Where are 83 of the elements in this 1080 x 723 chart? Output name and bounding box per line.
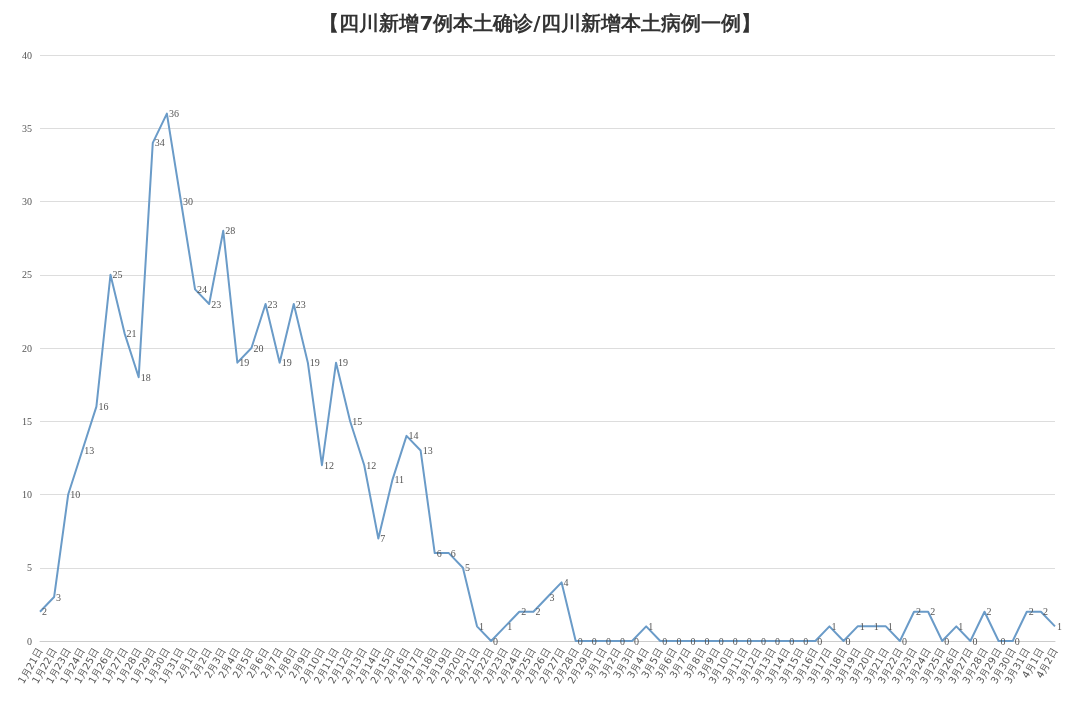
- data-label: 18: [140, 371, 151, 383]
- data-label: 0: [718, 635, 724, 647]
- data-label: 0: [690, 635, 696, 647]
- data-label: 1: [887, 620, 893, 632]
- data-label: 24: [197, 283, 208, 295]
- data-label: 0: [1000, 635, 1006, 647]
- data-label: 0: [1014, 635, 1020, 647]
- data-label: 3: [549, 591, 555, 603]
- data-label: 1: [1057, 620, 1062, 632]
- data-label: 4: [563, 576, 569, 588]
- y-tick-label: 0: [27, 635, 32, 647]
- data-label: 13: [84, 445, 95, 457]
- data-label: 0: [944, 635, 950, 647]
- data-label: 7: [380, 532, 386, 544]
- data-label: 19: [309, 357, 320, 369]
- data-label: 0: [619, 635, 625, 647]
- data-label: 1: [873, 620, 879, 632]
- data-label: 23: [295, 298, 306, 310]
- data-label: 19: [338, 357, 349, 369]
- y-tick-label: 30: [22, 196, 32, 207]
- data-label: 36: [168, 108, 179, 120]
- data-label: 10: [70, 489, 81, 500]
- data-label: 1: [831, 620, 837, 632]
- data-label: 19: [281, 357, 292, 369]
- y-tick-label: 25: [22, 269, 32, 281]
- data-label: 0: [817, 635, 823, 647]
- data-label: 19: [239, 357, 250, 369]
- data-label: 6: [436, 547, 442, 559]
- data-label: 12: [323, 459, 334, 471]
- data-label: 15: [352, 415, 363, 427]
- data-label: 25: [112, 269, 123, 281]
- y-tick-label: 35: [22, 122, 32, 134]
- data-label: 2: [1028, 606, 1034, 618]
- data-label: 6: [450, 547, 456, 559]
- data-label: 0: [760, 635, 766, 647]
- data-label: 34: [154, 137, 165, 149]
- data-label: 20: [253, 342, 264, 354]
- data-label: 0: [901, 635, 907, 647]
- data-label: 23: [211, 298, 222, 310]
- data-label: 1: [958, 620, 964, 632]
- data-label: 21: [126, 327, 137, 339]
- y-tick-label: 5: [27, 562, 32, 574]
- data-label: 3: [56, 591, 62, 603]
- data-label: 28: [225, 225, 236, 237]
- data-label: 5: [464, 562, 470, 574]
- data-label: 0: [704, 635, 710, 647]
- data-label: 12: [366, 459, 377, 471]
- y-tick-label: 15: [22, 415, 32, 427]
- data-label: 0: [493, 635, 499, 647]
- data-label: 2: [42, 606, 47, 618]
- data-label: 0: [577, 635, 583, 647]
- data-label: 30: [182, 196, 193, 207]
- data-label: 0: [803, 635, 809, 647]
- data-label: 14: [408, 430, 419, 442]
- y-tick-label: 20: [22, 342, 32, 354]
- data-label: 0: [972, 635, 978, 647]
- data-label: 0: [591, 635, 597, 647]
- data-label: 0: [662, 635, 668, 647]
- data-label: 0: [605, 635, 611, 647]
- data-label: 1: [648, 620, 654, 632]
- data-label: 0: [789, 635, 795, 647]
- data-label: 2: [535, 606, 541, 618]
- data-label: 0: [732, 635, 738, 647]
- data-label: 0: [634, 635, 640, 647]
- data-label: 13: [422, 445, 433, 457]
- data-label: 0: [775, 635, 781, 647]
- data-label: 1: [859, 620, 865, 632]
- data-label: 2: [916, 606, 922, 618]
- data-label: 16: [98, 401, 109, 413]
- data-label: 0: [845, 635, 851, 647]
- data-label: 2: [1042, 606, 1048, 618]
- data-label: 1: [479, 620, 485, 632]
- y-tick-label: 10: [22, 489, 32, 500]
- chart-title: 【四川新增7例本土确诊/四川新增本土病例一例】: [319, 11, 761, 35]
- data-label: 0: [746, 635, 752, 647]
- data-label: 2: [986, 606, 992, 618]
- data-label: 23: [267, 298, 278, 310]
- data-label: 0: [676, 635, 682, 647]
- data-label: 2: [521, 606, 527, 618]
- data-label: 11: [394, 474, 405, 486]
- data-label: 2: [930, 606, 936, 618]
- data-label: 1: [507, 620, 513, 632]
- y-tick-label: 40: [22, 49, 32, 61]
